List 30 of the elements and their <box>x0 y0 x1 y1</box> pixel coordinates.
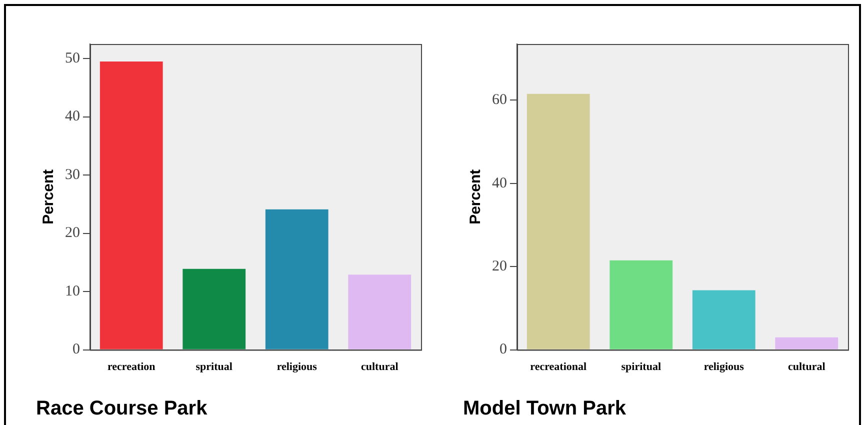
bar <box>610 260 673 350</box>
y-tick-label: 50 <box>65 50 80 66</box>
x-tick-label: cultural <box>788 361 826 374</box>
text: Race Course Park <box>36 398 208 420</box>
x-tick-label: religious <box>276 361 318 374</box>
y-tick-label: 60 <box>492 92 507 108</box>
bar <box>265 209 328 350</box>
y-tick-label: 40 <box>492 175 507 192</box>
x-tick-label: recreational <box>530 361 587 374</box>
y-tick-label: 0 <box>72 342 80 358</box>
y-tick-label: 40 <box>65 108 80 125</box>
bar <box>100 61 163 350</box>
y-tick-label: 20 <box>65 225 80 242</box>
y-tick-label: 0 <box>500 342 507 358</box>
bar <box>692 290 756 350</box>
x-tick-label: cultural <box>360 361 398 374</box>
x-tick-label: spiritual <box>621 361 661 374</box>
x-tick-label: recreation <box>107 361 156 374</box>
y-axis-title: Percent <box>40 169 58 224</box>
bar <box>526 94 590 350</box>
bar <box>348 274 412 350</box>
x-tick-label: religious <box>704 361 745 374</box>
bar <box>775 337 838 350</box>
y-tick-label: 30 <box>65 166 80 183</box>
x-tick-label: spritual <box>196 361 232 374</box>
text: Model Town Park <box>463 398 627 420</box>
y-axis-title: Percent <box>467 169 484 224</box>
bar <box>182 268 246 350</box>
y-tick-label: 10 <box>65 283 80 300</box>
y-tick-label: 20 <box>492 258 507 275</box>
